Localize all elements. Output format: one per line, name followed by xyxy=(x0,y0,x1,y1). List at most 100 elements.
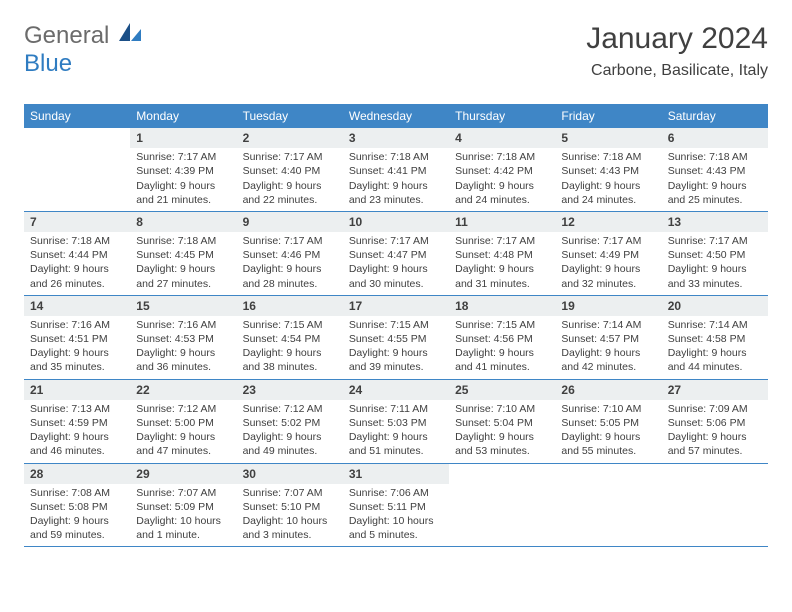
calendar-cell: 22Sunrise: 7:12 AMSunset: 5:00 PMDayligh… xyxy=(130,380,236,463)
detail-line: Sunset: 5:11 PM xyxy=(349,500,443,514)
detail-line: Sunrise: 7:18 AM xyxy=(455,150,549,164)
detail-line: Daylight: 9 hours xyxy=(668,179,762,193)
detail-line: Sunrise: 7:08 AM xyxy=(30,486,124,500)
detail-line: Daylight: 9 hours xyxy=(668,430,762,444)
detail-line: Daylight: 10 hours xyxy=(243,514,337,528)
detail-line: Daylight: 9 hours xyxy=(349,430,443,444)
logo: General Blue xyxy=(24,22,141,78)
detail-line: Sunset: 4:42 PM xyxy=(455,164,549,178)
day-details: Sunrise: 7:17 AMSunset: 4:49 PMDaylight:… xyxy=(555,232,661,295)
detail-line: Sunrise: 7:18 AM xyxy=(561,150,655,164)
detail-line: Daylight: 9 hours xyxy=(455,346,549,360)
detail-line: Sunset: 4:56 PM xyxy=(455,332,549,346)
detail-line: Sunrise: 7:11 AM xyxy=(349,402,443,416)
detail-line: Daylight: 9 hours xyxy=(455,179,549,193)
calendar-cell xyxy=(662,464,768,547)
detail-line: and 3 minutes. xyxy=(243,528,337,542)
day-number: 22 xyxy=(130,380,236,400)
day-details: Sunrise: 7:15 AMSunset: 4:54 PMDaylight:… xyxy=(237,316,343,379)
detail-line: Daylight: 9 hours xyxy=(668,262,762,276)
detail-line: Sunset: 5:05 PM xyxy=(561,416,655,430)
detail-line: and 36 minutes. xyxy=(136,360,230,374)
detail-line: Sunrise: 7:17 AM xyxy=(668,234,762,248)
detail-line: Sunset: 4:58 PM xyxy=(668,332,762,346)
day-number: 18 xyxy=(449,296,555,316)
calendar-cell: 18 Sunrise: 7:15 AMSunset: 4:56 PMDayligh… xyxy=(449,296,555,379)
day-details: Sunrise: 7:11 AMSunset: 5:03 PMDaylight:… xyxy=(343,400,449,463)
day-details: Sunrise: 7:07 AMSunset: 5:10 PMDaylight:… xyxy=(237,484,343,547)
detail-line: Sunset: 4:59 PM xyxy=(30,416,124,430)
detail-line: Daylight: 9 hours xyxy=(349,262,443,276)
detail-line: Daylight: 9 hours xyxy=(561,179,655,193)
day-number: 2 xyxy=(237,128,343,148)
detail-line: and 35 minutes. xyxy=(30,360,124,374)
day-header-row: Sunday Monday Tuesday Wednesday Thursday… xyxy=(24,104,768,128)
detail-line: Sunset: 5:08 PM xyxy=(30,500,124,514)
calendar-cell: 8Sunrise: 7:18 AMSunset: 4:45 PMDaylight… xyxy=(130,212,236,295)
detail-line: Sunrise: 7:18 AM xyxy=(349,150,443,164)
detail-line: Sunset: 4:47 PM xyxy=(349,248,443,262)
detail-line: Sunset: 5:03 PM xyxy=(349,416,443,430)
calendar-cell: 30Sunrise: 7:07 AMSunset: 5:10 PMDayligh… xyxy=(237,464,343,547)
detail-line: Daylight: 9 hours xyxy=(30,346,124,360)
calendar-cell: 16Sunrise: 7:15 AMSunset: 4:54 PMDayligh… xyxy=(237,296,343,379)
day-number: 7 xyxy=(24,212,130,232)
logo-text: General Blue xyxy=(24,22,141,78)
week-row: 28Sunrise: 7:08 AMSunset: 5:08 PMDayligh… xyxy=(24,464,768,548)
day-details: Sunrise: 7:16 AMSunset: 4:51 PMDaylight:… xyxy=(24,316,130,379)
detail-line: and 33 minutes. xyxy=(668,277,762,291)
calendar-cell: 15Sunrise: 7:16 AMSunset: 4:53 PMDayligh… xyxy=(130,296,236,379)
calendar-cell: 10Sunrise: 7:17 AMSunset: 4:47 PMDayligh… xyxy=(343,212,449,295)
day-details: Sunrise: 7:15 AMSunset: 4:55 PMDaylight:… xyxy=(343,316,449,379)
detail-line: Sunset: 4:43 PM xyxy=(668,164,762,178)
detail-line: and 31 minutes. xyxy=(455,277,549,291)
detail-line: Sunrise: 7:17 AM xyxy=(349,234,443,248)
detail-line: and 23 minutes. xyxy=(349,193,443,207)
detail-line: Sunset: 5:04 PM xyxy=(455,416,549,430)
day-details: Sunrise: 7:06 AMSunset: 5:11 PMDaylight:… xyxy=(343,484,449,547)
detail-line: Sunset: 4:54 PM xyxy=(243,332,337,346)
detail-line: Sunrise: 7:13 AM xyxy=(30,402,124,416)
detail-line: Sunrise: 7:16 AM xyxy=(136,318,230,332)
detail-line: Sunset: 4:44 PM xyxy=(30,248,124,262)
detail-line: and 53 minutes. xyxy=(455,444,549,458)
day-number: 4 xyxy=(449,128,555,148)
week-row: 14Sunrise: 7:16 AMSunset: 4:51 PMDayligh… xyxy=(24,296,768,380)
detail-line: Daylight: 9 hours xyxy=(668,346,762,360)
detail-line: Daylight: 9 hours xyxy=(455,430,549,444)
detail-line: Sunrise: 7:14 AM xyxy=(561,318,655,332)
day-number: 27 xyxy=(662,380,768,400)
calendar-cell: 9Sunrise: 7:17 AMSunset: 4:46 PMDaylight… xyxy=(237,212,343,295)
detail-line: Sunrise: 7:17 AM xyxy=(561,234,655,248)
day-details: Sunrise: 7:12 AMSunset: 5:00 PMDaylight:… xyxy=(130,400,236,463)
detail-line: Sunrise: 7:06 AM xyxy=(349,486,443,500)
calendar-cell: 25Sunrise: 7:10 AMSunset: 5:04 PMDayligh… xyxy=(449,380,555,463)
day-number: 1 xyxy=(130,128,236,148)
calendar-cell: 20Sunrise: 7:14 AMSunset: 4:58 PMDayligh… xyxy=(662,296,768,379)
calendar-cell: 4 Sunrise: 7:18 AMSunset: 4:42 PMDaylight… xyxy=(449,128,555,211)
detail-line: and 41 minutes. xyxy=(455,360,549,374)
detail-line: and 57 minutes. xyxy=(668,444,762,458)
calendar-cell: 24Sunrise: 7:11 AMSunset: 5:03 PMDayligh… xyxy=(343,380,449,463)
day-details: Sunrise: 7:17 AMSunset: 4:50 PMDaylight:… xyxy=(662,232,768,295)
calendar-cell: 1Sunrise: 7:17 AMSunset: 4:39 PMDaylight… xyxy=(130,128,236,211)
detail-line: Daylight: 10 hours xyxy=(136,514,230,528)
detail-line: Daylight: 9 hours xyxy=(561,430,655,444)
detail-line: Daylight: 9 hours xyxy=(136,262,230,276)
detail-line: and 5 minutes. xyxy=(349,528,443,542)
day-number: 9 xyxy=(237,212,343,232)
detail-line: and 28 minutes. xyxy=(243,277,337,291)
detail-line: Daylight: 9 hours xyxy=(243,430,337,444)
detail-line: Sunrise: 7:10 AM xyxy=(455,402,549,416)
detail-line: Sunset: 4:48 PM xyxy=(455,248,549,262)
day-details: Sunrise: 7:13 AMSunset: 4:59 PMDaylight:… xyxy=(24,400,130,463)
detail-line: Sunrise: 7:15 AM xyxy=(455,318,549,332)
detail-line: Sunrise: 7:17 AM xyxy=(455,234,549,248)
detail-line: and 39 minutes. xyxy=(349,360,443,374)
detail-line: Sunset: 4:55 PM xyxy=(349,332,443,346)
detail-line: Sunset: 5:00 PM xyxy=(136,416,230,430)
detail-line: Sunrise: 7:15 AM xyxy=(349,318,443,332)
day-number: 23 xyxy=(237,380,343,400)
day-number: 24 xyxy=(343,380,449,400)
detail-line: Sunset: 4:53 PM xyxy=(136,332,230,346)
